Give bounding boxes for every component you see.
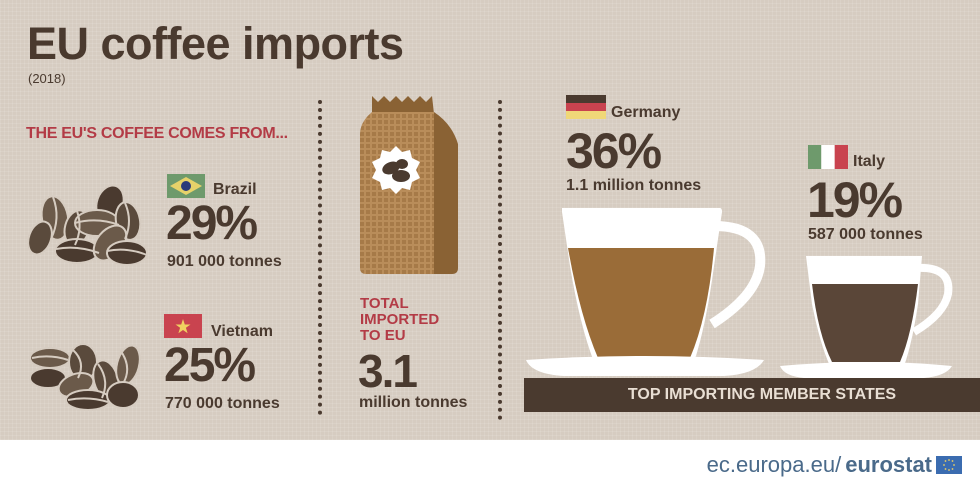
origin-share-vietnam: 25% bbox=[164, 339, 256, 392]
year-label: (2018) bbox=[28, 71, 66, 86]
espresso-cup-icon bbox=[780, 256, 953, 378]
dotted-divider-right bbox=[498, 100, 502, 420]
coffee-beans-icon bbox=[27, 184, 148, 266]
origins-heading: THE EU'S COFFEE COMES FROM... bbox=[26, 125, 288, 142]
importer-country-germany: Germany bbox=[611, 104, 681, 121]
eu-flag-icon bbox=[936, 456, 962, 474]
italy-flag-icon bbox=[808, 145, 848, 169]
importer-country-italy: Italy bbox=[853, 153, 886, 170]
infographic-panel: EU coffee imports (2018) THE EU'S COFFEE… bbox=[0, 0, 980, 440]
brazil-flag-icon bbox=[167, 174, 205, 198]
total-value: 3.1 bbox=[358, 345, 418, 397]
origin-tonnes-vietnam: 770 000 tonnes bbox=[165, 395, 280, 412]
importer-share-germany: 36% bbox=[566, 123, 662, 179]
latte-cup-icon bbox=[526, 208, 766, 376]
total-label-line: TO EU bbox=[360, 327, 406, 344]
footer-domain: ec.europa.eu/ bbox=[706, 452, 842, 477]
coffee-beans-icon bbox=[29, 343, 141, 411]
coffee-bag-icon bbox=[360, 96, 458, 274]
importer-share-italy: 19% bbox=[807, 172, 903, 228]
page-title: EU coffee imports bbox=[27, 18, 404, 69]
total-label-line: TOTAL bbox=[360, 295, 409, 312]
total-label-line: IMPORTED bbox=[360, 311, 440, 328]
origin-country-brazil: Brazil bbox=[213, 181, 257, 198]
importer-tonnes-italy: 587 000 tonnes bbox=[808, 226, 923, 243]
footer-brand: eurostat bbox=[845, 452, 932, 477]
vietnam-flag-icon bbox=[164, 314, 202, 338]
total-label: TOTAL IMPORTED TO EU bbox=[360, 296, 439, 344]
germany-flag-icon bbox=[566, 95, 606, 119]
top-importers-banner: TOP IMPORTING MEMBER STATES bbox=[524, 378, 980, 412]
dotted-divider-left bbox=[318, 100, 322, 415]
total-unit: million tonnes bbox=[359, 394, 468, 411]
eurostat-link[interactable]: ec.europa.eu/eurostat bbox=[707, 452, 962, 478]
origin-tonnes-brazil: 901 000 tonnes bbox=[167, 253, 282, 270]
importer-tonnes-germany: 1.1 million tonnes bbox=[566, 177, 702, 194]
origin-country-vietnam: Vietnam bbox=[211, 323, 273, 340]
origin-share-brazil: 29% bbox=[166, 197, 258, 250]
